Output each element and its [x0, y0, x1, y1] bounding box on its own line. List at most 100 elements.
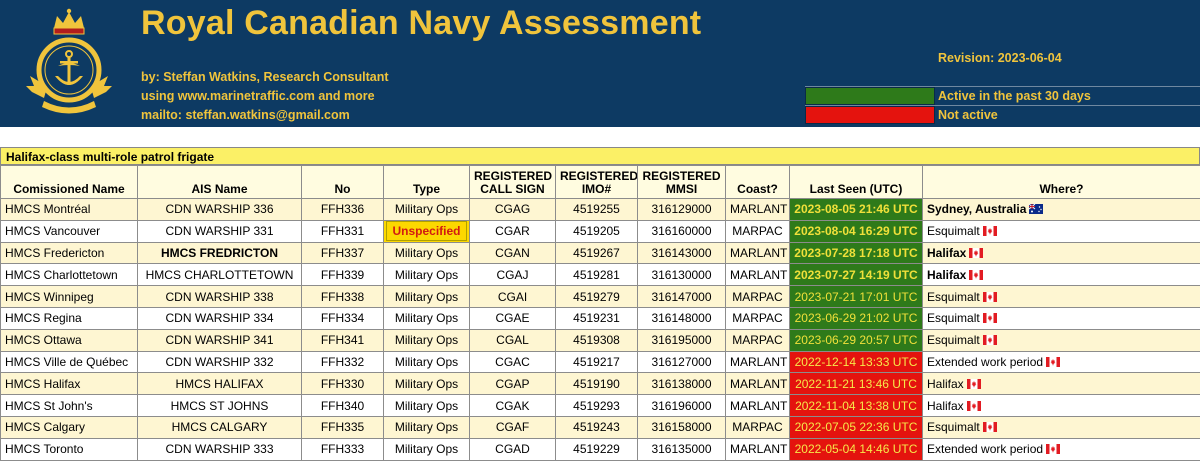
- table-row: HMCS Charlottetown HMCS CHARLOTTETOWN FFH3…: [0, 263, 1200, 287]
- cell-imo: 4519190: [555, 372, 638, 396]
- cell-text: FFH340: [320, 398, 365, 413]
- column-header-text: IMO#: [581, 182, 612, 196]
- cell-where: Halifax: [922, 241, 1200, 265]
- column-header-text: REGISTERED: [560, 169, 638, 183]
- cell-text: Military Ops: [394, 267, 459, 282]
- cell-text: Halifax: [927, 245, 967, 260]
- cell-imo: 4519308: [555, 328, 638, 352]
- table-row: HMCS Montréal CDN WARSHIP 336 FFH336 Milita…: [0, 198, 1200, 221]
- column-header-text: REGISTERED: [642, 169, 721, 183]
- cell-text: 2023-07-21 17:01 UTC: [794, 289, 918, 304]
- last-seen-badge: 2023-08-05 21:46 UTC: [789, 198, 923, 221]
- cell-text: 316148000: [651, 311, 712, 326]
- cell-text: 316127000: [651, 354, 712, 369]
- cell-type: Military Ops: [383, 437, 470, 461]
- column-header: REGISTERED MMSI: [637, 165, 726, 199]
- cell-coast: MARPAC: [725, 285, 790, 308]
- cell-ais: CDN WARSHIP 341: [137, 328, 302, 352]
- cell-coast: MARLANT: [725, 263, 790, 287]
- ca-flag: [966, 246, 984, 260]
- last-seen-badge: 2023-07-28 17:18 UTC: [789, 241, 923, 265]
- cell-call: CGAR: [469, 219, 556, 243]
- cell-no: FFH334: [301, 306, 384, 330]
- column-header-text: MMSI: [665, 182, 698, 196]
- cell-text: Esquimalt: [927, 420, 980, 435]
- cell-text: 316147000: [651, 289, 712, 304]
- cell-text: CDN WARSHIP 333: [165, 442, 274, 457]
- ca-flag: [980, 311, 997, 325]
- cell-call: CGAN: [469, 241, 556, 265]
- cell-text: 4519229: [573, 442, 620, 457]
- cell-text: MARLANT: [730, 267, 788, 282]
- cell-type: Military Ops: [383, 415, 470, 439]
- cell-no: FFH338: [301, 285, 384, 308]
- cell-text: 316160000: [651, 224, 712, 239]
- cell-text: 316195000: [651, 333, 712, 348]
- cell-text: Extended work period: [927, 442, 1044, 457]
- column-header-text: REGISTERED: [474, 169, 553, 183]
- cell-text: HMCS Montréal: [5, 202, 91, 217]
- cell-imo: 4519267: [555, 241, 638, 265]
- cell-text: HMCS Charlottetown: [5, 267, 118, 282]
- cell-coast: MARLANT: [725, 437, 790, 461]
- cell-text: Halifax: [927, 376, 964, 391]
- cell-text: Esquimalt: [927, 311, 980, 326]
- cell-text: MARPAC: [732, 333, 783, 348]
- cell-type: Military Ops: [383, 372, 470, 396]
- cell-text: HMCS Calgary: [5, 420, 86, 435]
- cell-text: 2023-08-04 16:29 UTC: [794, 224, 918, 239]
- page-title: Royal Canadian Navy Assessment: [141, 4, 702, 42]
- source-line[interactable]: using www.marinetraffic.com and more: [141, 89, 375, 103]
- column-header-text: AIS Name: [191, 182, 248, 196]
- table-row: HMCS Vancouver CDN WARSHIP 331 FFH331 Unspe…: [0, 219, 1200, 243]
- cell-text: MARLANT: [730, 245, 788, 260]
- cell-no: FFH336: [301, 198, 384, 221]
- cell-type: Military Ops: [383, 328, 470, 352]
- cell-imo: 4519293: [555, 394, 638, 417]
- cell-call: CGAF: [469, 415, 556, 439]
- cell-text: 316129000: [651, 202, 712, 217]
- cell-text: HMCS Regina: [5, 311, 82, 326]
- cell-text: 2022-07-05 22:36 UTC: [794, 420, 918, 435]
- cell-coast: MARLANT: [725, 350, 790, 374]
- table-row: HMCS Regina CDN WARSHIP 334 FFH334 Military…: [0, 306, 1200, 330]
- cell-mmsi: 316196000: [637, 394, 726, 417]
- cell-type: Military Ops: [383, 198, 470, 221]
- cell-type: Military Ops: [383, 241, 470, 265]
- ca-flag: [980, 333, 997, 347]
- mailto-line[interactable]: mailto: steffan.watkins@gmail.com: [141, 108, 350, 122]
- cell-text: HMCS St John's: [5, 398, 93, 413]
- cell-where: Halifax: [922, 372, 1200, 396]
- table-row: HMCS Fredericton HMCS FREDRICTON FFH337 Mil…: [0, 241, 1200, 265]
- cell-text: CDN WARSHIP 341: [165, 333, 274, 348]
- cell-text: Military Ops: [394, 245, 459, 260]
- ca-flag: [980, 420, 997, 434]
- legend-swatch-inactive: [805, 106, 935, 124]
- cell-no: FFH333: [301, 437, 384, 461]
- cell-text: FFH331: [320, 224, 365, 239]
- cell-text: Military Ops: [394, 202, 459, 217]
- cell-where: Esquimalt: [922, 219, 1200, 243]
- cell-where: Esquimalt: [922, 415, 1200, 439]
- cell-text: HMCS Ville de Québec: [5, 354, 129, 369]
- cell-name: HMCS Regina: [0, 306, 138, 330]
- cell-text: FFH335: [320, 420, 365, 435]
- author-line: by: Steffan Watkins, Research Consultant: [141, 70, 389, 84]
- cell-text: 2023-08-05 21:46 UTC: [794, 202, 918, 217]
- cell-call: CGAK: [469, 394, 556, 417]
- cell-text: FFH334: [320, 311, 365, 326]
- cell-text: MARPAC: [732, 311, 783, 326]
- cell-where: Extended work period: [922, 350, 1200, 374]
- cell-text: MARLANT: [730, 202, 788, 217]
- cell-ais: CDN WARSHIP 332: [137, 350, 302, 374]
- cell-name: HMCS Charlottetown: [0, 263, 138, 287]
- cell-text: FFH338: [320, 289, 365, 304]
- column-header-text: No: [334, 182, 351, 196]
- cell-text: 4519217: [573, 354, 620, 369]
- cell-mmsi: 316138000: [637, 372, 726, 396]
- ca-flag: [980, 224, 997, 238]
- cell-mmsi: 316135000: [637, 437, 726, 461]
- cell-text: MARPAC: [732, 224, 783, 239]
- cell-text: CGAF: [495, 420, 530, 435]
- navy-badge-icon: [26, 8, 112, 114]
